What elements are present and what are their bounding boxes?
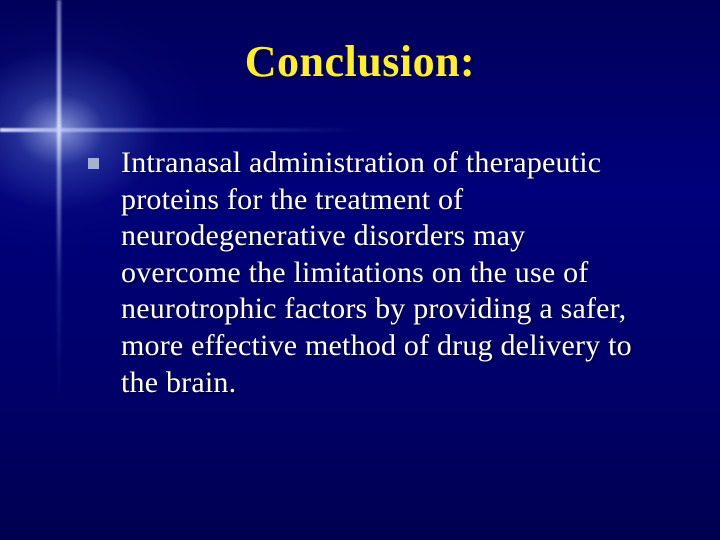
square-bullet-icon [88,158,99,169]
bullet-text: Intranasal administration of therapeutic… [121,145,640,401]
slide-container: Conclusion: Intranasal administration of… [0,0,720,540]
bullet-row: Intranasal administration of therapeutic… [60,145,660,401]
slide-title: Conclusion: [60,36,660,87]
